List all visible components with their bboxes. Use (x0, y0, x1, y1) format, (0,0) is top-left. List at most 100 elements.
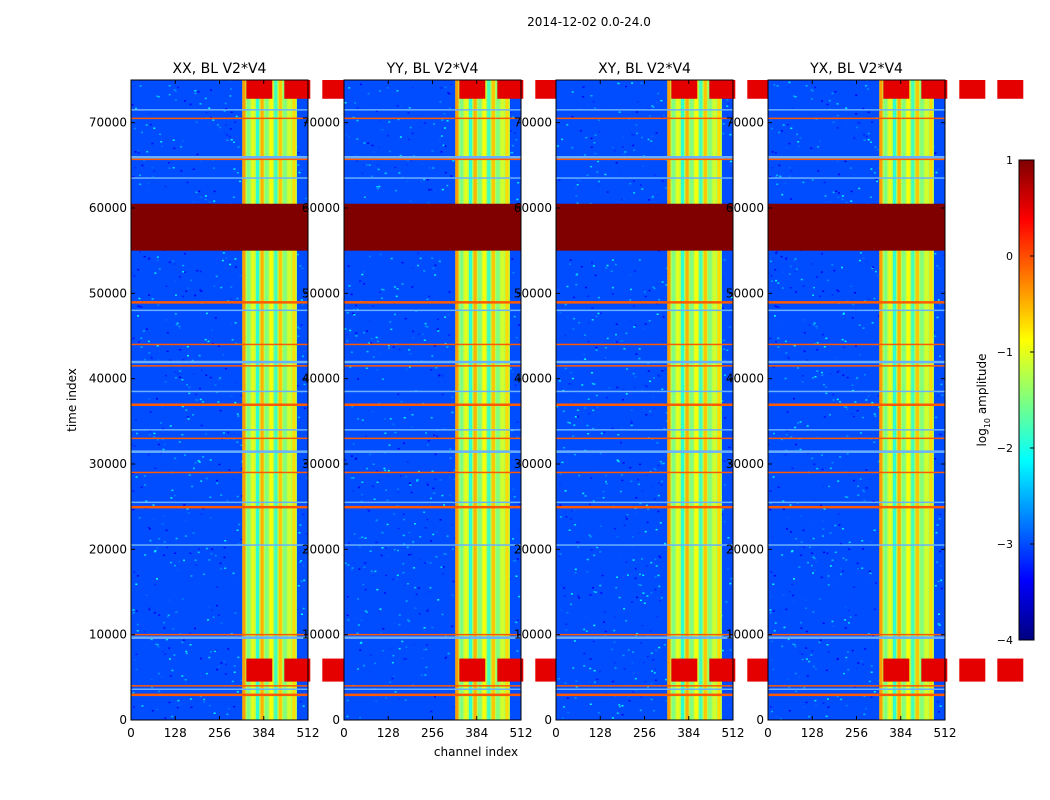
heatmap-cell (346, 614, 349, 617)
heatmap-cell (823, 346, 826, 348)
heatmap-cell (575, 680, 578, 683)
heatmap-cell (816, 113, 819, 115)
heatmap-cell (378, 128, 381, 130)
heatmap-cell (168, 359, 171, 361)
heatmap-cell (142, 162, 145, 164)
heatmap-cell (188, 392, 191, 395)
heatmap-cell (604, 173, 607, 176)
heatmap-cell (352, 116, 355, 119)
heatmap-cell (445, 635, 448, 637)
heatmap-cell (727, 537, 730, 539)
heatmap-cell (412, 266, 415, 268)
heatmap-cell (641, 558, 643, 560)
heatmap-cell (428, 167, 431, 169)
heatmap-cell (190, 279, 193, 282)
heatmap-cell (869, 478, 872, 480)
heatmap-cell (823, 383, 825, 386)
heatmap-cell (661, 180, 664, 182)
heatmap-cell (431, 492, 434, 495)
heatmap-cell (815, 276, 818, 278)
heatmap-cell (877, 315, 880, 317)
heatmap-cell (654, 649, 657, 651)
heatmap-cell (364, 610, 367, 612)
heatmap-cell (517, 182, 520, 184)
heatmap-cell (344, 459, 347, 461)
heatmap-cell (857, 662, 860, 664)
heatmap-cell (849, 167, 852, 169)
heatmap-cell (175, 537, 178, 540)
heatmap-cell (829, 565, 832, 567)
heatmap-cell (870, 696, 873, 698)
heatmap-cell (411, 132, 414, 135)
heatmap-cell (426, 518, 429, 521)
rfi-line (768, 505, 945, 509)
heatmap-cell (366, 330, 369, 332)
heatmap-cell (444, 316, 447, 318)
heatmap-cell (660, 591, 663, 593)
heatmap-cell (613, 149, 616, 152)
heatmap-cell (770, 275, 773, 277)
heatmap-cell (135, 476, 138, 478)
heatmap-cell (164, 653, 167, 655)
rfi-line (131, 685, 308, 687)
heatmap-cell (596, 406, 599, 408)
heatmap-cell (659, 608, 662, 610)
heatmap-cell (369, 654, 372, 656)
heatmap-cell (396, 462, 399, 465)
heatmap-cell (156, 95, 159, 97)
heatmap-cell (650, 698, 653, 701)
heatmap-cell (511, 151, 514, 154)
heatmap-cell (865, 85, 868, 87)
heatmap-cell (644, 384, 647, 386)
heatmap-cell (632, 144, 635, 147)
heatmap-cell (614, 667, 617, 669)
heatmap-cell (623, 607, 626, 610)
heatmap-cell (797, 308, 800, 310)
heatmap-cell (182, 264, 185, 267)
heatmap-cell (446, 346, 449, 348)
heatmap-cell (653, 407, 656, 409)
heatmap-cell (589, 535, 592, 538)
heatmap-cell (604, 630, 607, 633)
heatmap-cell (410, 491, 413, 494)
heatmap-cell (938, 517, 941, 520)
heatmap-cell (229, 263, 232, 266)
heatmap-cell (447, 652, 450, 655)
heatmap-cell (207, 340, 210, 343)
heatmap-cell (366, 336, 369, 338)
heatmap-cell (775, 716, 777, 718)
heatmap-cell (942, 254, 945, 257)
heatmap-cell (771, 151, 774, 153)
heatmap-cell (818, 598, 821, 600)
heatmap-cell (814, 699, 817, 702)
heatmap-cell (728, 119, 731, 121)
heatmap-cell (168, 658, 171, 660)
heatmap-cell (658, 298, 661, 301)
heatmap-cell (618, 704, 621, 706)
heatmap-cell (363, 270, 366, 273)
heatmap-cell (802, 181, 805, 184)
heatmap-cell (595, 394, 598, 397)
heatmap-cell (441, 119, 444, 121)
heatmap-cell (398, 348, 401, 351)
heatmap-cell (424, 122, 427, 124)
heatmap-cell (133, 706, 135, 708)
heatmap-cell (140, 346, 143, 348)
high-amplitude-burst (284, 80, 311, 99)
heatmap-cell (428, 295, 431, 298)
heatmap-cell (352, 443, 355, 445)
heatmap-cell (426, 179, 429, 181)
heatmap-cell (812, 572, 814, 574)
heatmap-cell (637, 483, 640, 486)
heatmap-cell (588, 681, 591, 683)
heatmap-cell (651, 135, 654, 137)
rfi-line (344, 685, 521, 687)
saturated-time-band (131, 203, 308, 251)
heatmap-cell (165, 529, 168, 531)
heatmap-cell (438, 374, 441, 376)
heatmap-cell (355, 304, 358, 307)
heatmap-cell (565, 629, 568, 632)
heatmap-cell (768, 443, 770, 446)
heatmap-cell (162, 428, 164, 430)
